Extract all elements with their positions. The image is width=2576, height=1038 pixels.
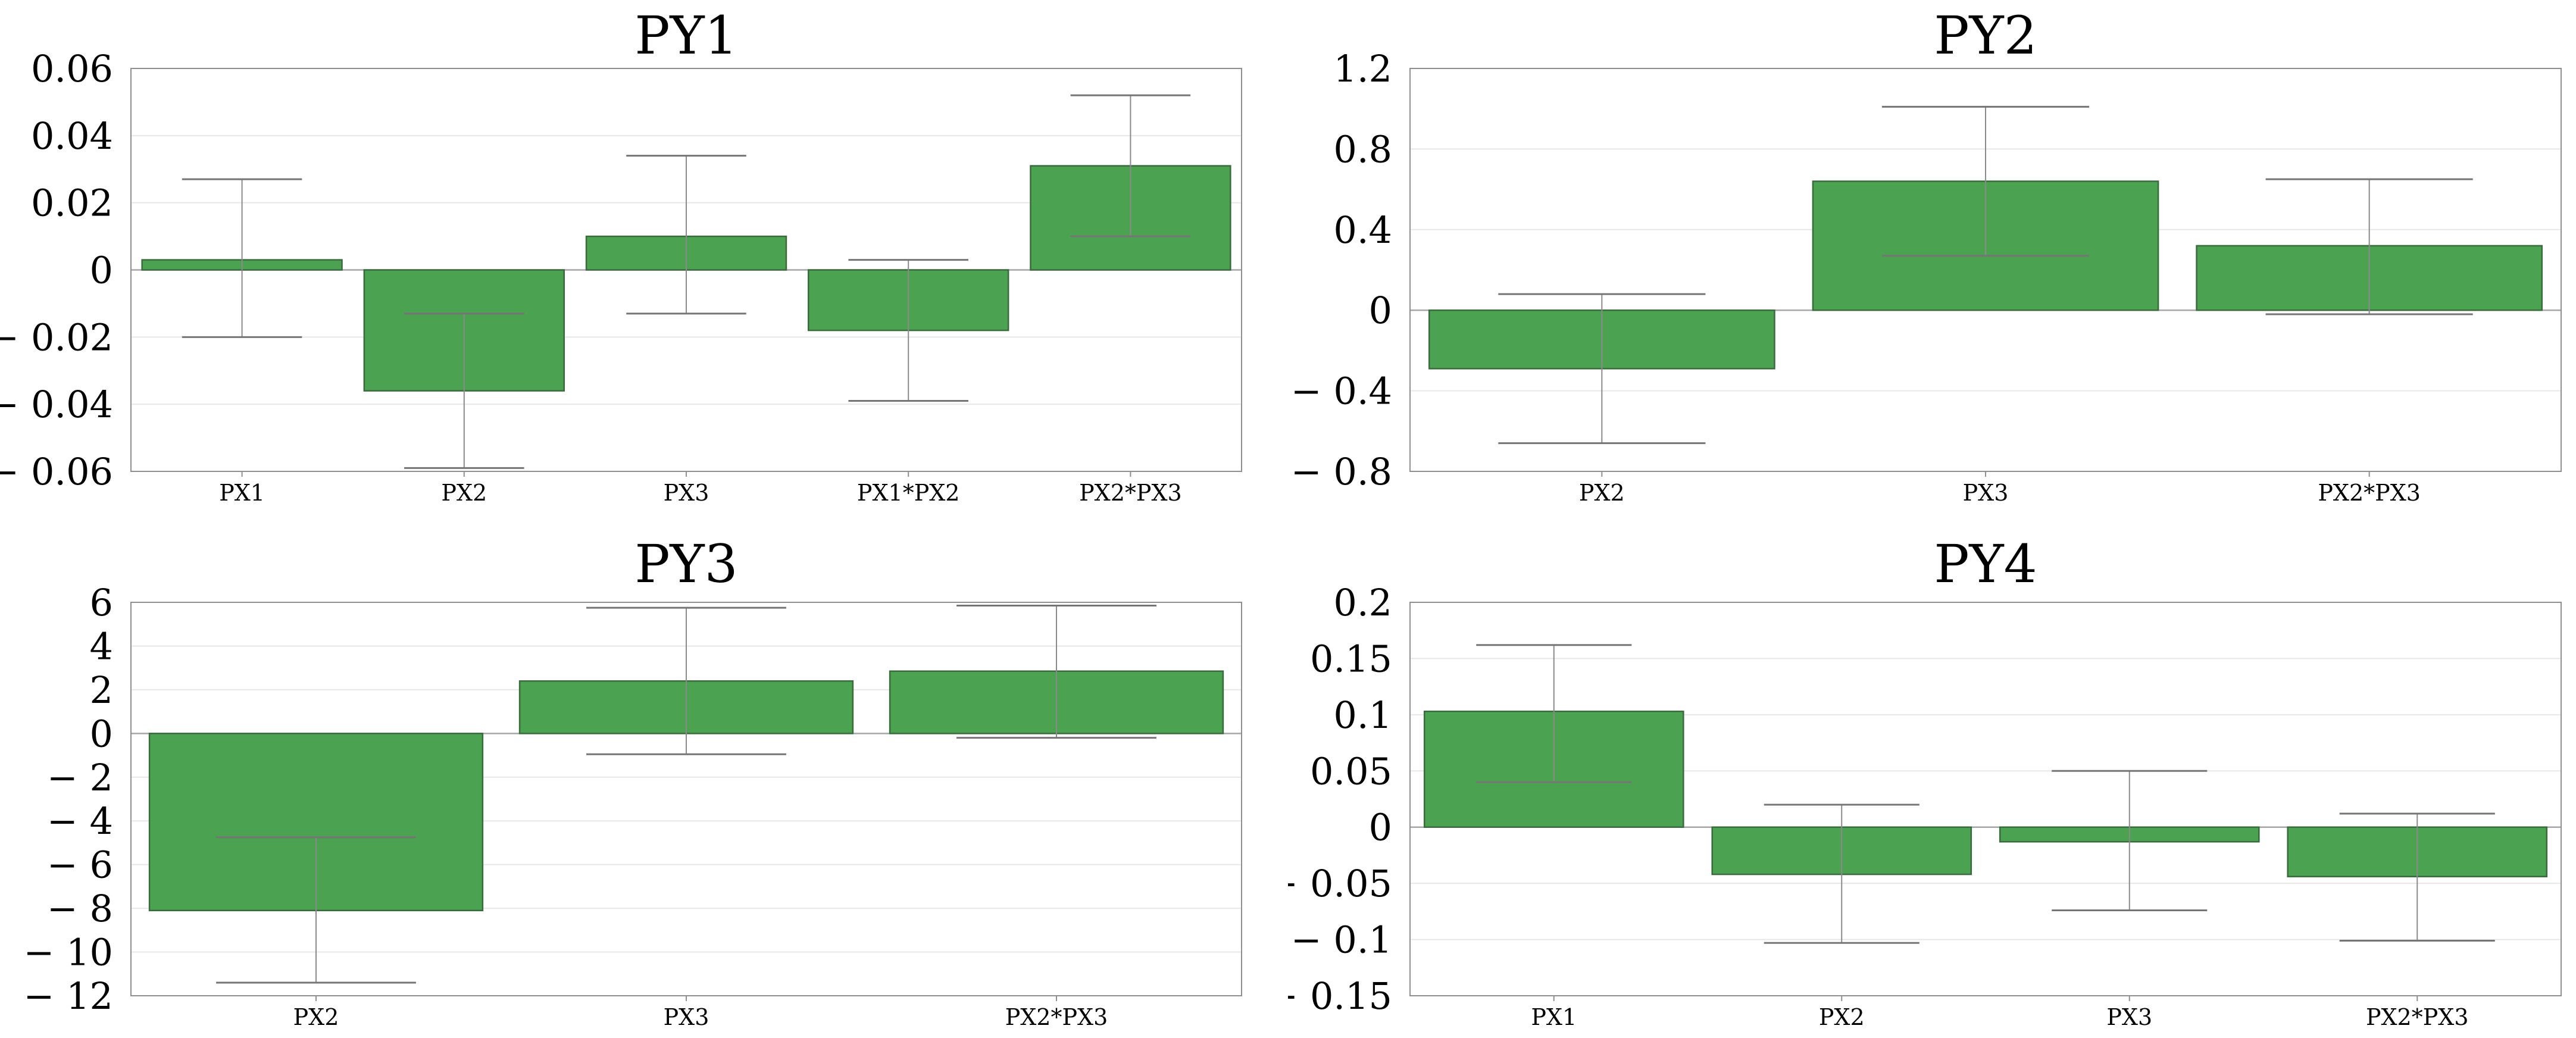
- y-tick-label: − 0.02: [0, 315, 113, 359]
- x-tick-label: PX2: [1819, 1004, 1865, 1030]
- x-tick-label: PX2*PX3: [1079, 480, 1182, 506]
- x-tick-label: PX3: [2106, 1004, 2152, 1030]
- x-tick-label: PX2: [441, 480, 487, 506]
- y-tick-label: − 6: [47, 843, 113, 887]
- y-tick-label: 0: [90, 712, 113, 755]
- plot-border: [1409, 602, 2562, 996]
- x-tick-label: PX1: [219, 480, 265, 506]
- py4-bar-chart: 0.2 0.15 0.1 0.05 0 − 0.05 − 0.1 − 0.15 PX1 PX2 PX…: [1288, 581, 2562, 1030]
- chart-title-py3: PY3: [634, 533, 738, 595]
- y-tick-label: 0.1: [1333, 693, 1392, 737]
- y-tick-label: 6: [90, 581, 113, 624]
- y-tick-label: − 2: [47, 756, 113, 799]
- y-tick-label: − 0.15: [1288, 974, 1392, 1018]
- y-tick-label: 0: [1369, 289, 1392, 332]
- panel-py3: 6 4 2 0− 2− 4− 6− 8− 10− 12 PX2 PX3 PX2*PX3 PY…: [0, 519, 1288, 1038]
- y-tick-label: 0.02: [31, 182, 113, 225]
- x-tick-label: PX2: [293, 1004, 339, 1030]
- x-tick-label: PX2*PX3: [1005, 1004, 1108, 1030]
- y-tick-label: − 0.06: [0, 450, 113, 493]
- y-tick-label: 0.2: [1333, 581, 1392, 624]
- y-tick-label: 0.15: [1310, 637, 1392, 680]
- y-tick-label: 0.8: [1333, 127, 1392, 171]
- chart-title-py1: PY1: [634, 5, 738, 66]
- x-tick-label: PX1*PX2: [857, 480, 960, 506]
- y-tick-label: − 0.4: [1291, 370, 1392, 413]
- y-tick-label: 1.2: [1333, 47, 1392, 90]
- chart-title-py2: PY2: [1934, 5, 2037, 66]
- y-tick-label: − 0.8: [1291, 450, 1392, 493]
- x-tick-label: PX2*PX3: [2318, 480, 2421, 506]
- plot-border: [1409, 68, 2562, 472]
- y-tick-label: − 0.04: [0, 383, 113, 426]
- chart-title-py4: PY4: [1934, 533, 2037, 595]
- x-tick-label: PX3: [1963, 480, 2009, 506]
- y-tick-label: 0: [90, 249, 113, 292]
- x-tick-label: PX3: [664, 1004, 709, 1030]
- y-tick-label: − 12: [23, 974, 113, 1018]
- y-tick-label: − 0.1: [1291, 918, 1392, 962]
- y-tick-label: 0.05: [1310, 749, 1392, 793]
- panel-py4: 0.2 0.15 0.1 0.05 0 − 0.05 − 0.1 − 0.15 PX1 PX2 PX…: [1288, 519, 2576, 1038]
- y-tick-label: − 10: [23, 931, 113, 974]
- panel-py1: 0.06 0.04 0.02 0 − 0.02 − 0.04 − 0.06 PX1 PX2 PX3…: [0, 0, 1288, 519]
- y-tick-label: 4: [90, 624, 113, 668]
- panel-py2: 1.2 0.8 0.4 0 − 0.4 − 0.8 PX2 PX3 PX2*PX3 PY2: [1288, 0, 2576, 519]
- x-tick-label: PX1: [1531, 1004, 1577, 1030]
- y-tick-label: 0.4: [1333, 208, 1392, 252]
- plot-border: [130, 68, 1242, 472]
- y-tick-label: 0: [1369, 806, 1392, 849]
- y-tick-label: − 8: [47, 887, 113, 930]
- y-tick-label: 0.06: [31, 47, 113, 90]
- py1-bar-chart: 0.06 0.04 0.02 0 − 0.02 − 0.04 − 0.06 PX1 PX2 PX3…: [0, 47, 1242, 506]
- y-tick-label: − 4: [47, 799, 113, 843]
- y-tick-label: 2: [90, 668, 113, 712]
- y-tick-label: 0.04: [31, 114, 113, 158]
- x-tick-label: PX2*PX3: [2366, 1004, 2469, 1030]
- plot-border: [130, 602, 1242, 996]
- x-tick-label: PX2: [1579, 480, 1625, 506]
- y-tick-label: − 0.05: [1288, 862, 1392, 905]
- x-tick-label: PX3: [664, 480, 709, 506]
- py2-bar-chart: 1.2 0.8 0.4 0 − 0.4 − 0.8 PX2 PX3 PX2*PX3: [1291, 47, 2562, 506]
